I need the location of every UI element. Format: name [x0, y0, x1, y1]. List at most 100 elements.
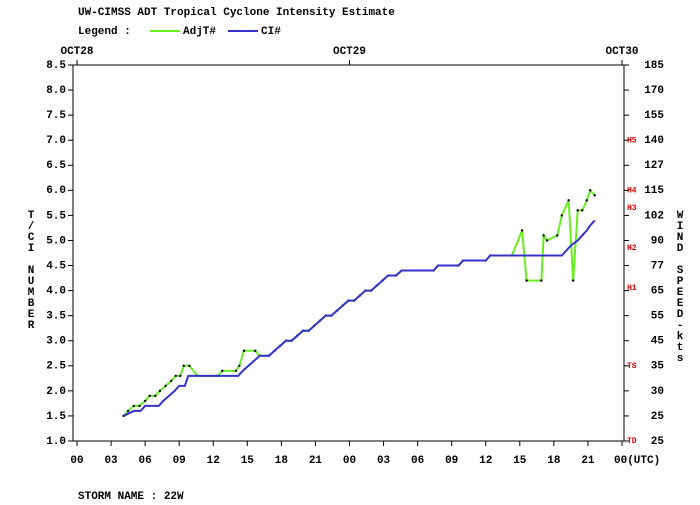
data-point	[234, 369, 238, 373]
x-tick-label: 03	[104, 455, 118, 467]
y-tick-label: 2.0	[46, 386, 66, 398]
data-point	[138, 404, 141, 408]
data-point	[164, 384, 167, 388]
data-point	[540, 279, 543, 282]
intensity-marker: H5	[627, 136, 637, 145]
intensity-marker: H2	[627, 244, 637, 253]
y-tick-label: 4.5	[46, 260, 66, 272]
data-point	[525, 279, 528, 282]
x-tick-label: 18	[547, 455, 561, 467]
y2-tick-label: 102	[644, 210, 664, 222]
x-tick-label: 06	[411, 455, 424, 467]
x-tick-label: 00	[343, 455, 356, 467]
y2-tick-label: 115	[644, 185, 664, 197]
y-tick-label: 1.5	[46, 411, 66, 423]
y-tick-label: 2.5	[46, 361, 66, 373]
data-point	[585, 199, 589, 202]
y2-tick-label: 45	[651, 336, 665, 348]
x-tick-label: 15	[513, 455, 527, 467]
date-label: OCT30	[605, 46, 638, 58]
data-point	[148, 394, 151, 398]
y-tick-label: 6.5	[46, 160, 66, 172]
data-point	[170, 379, 173, 383]
data-point	[593, 194, 596, 197]
series-line	[123, 219, 596, 417]
y2-tick-label: 185	[644, 60, 664, 72]
y2-tick-label: 25	[651, 411, 665, 423]
y2-tick-label: 140	[644, 135, 664, 147]
y2-tick-label: 35	[651, 361, 665, 373]
data-point	[188, 364, 191, 367]
footer: STORM NAME : 22W	[78, 491, 184, 503]
data-point	[143, 399, 147, 403]
data-point	[126, 409, 130, 413]
plot-frame	[72, 64, 625, 442]
data-point	[238, 364, 241, 367]
legend-label: Legend :	[78, 26, 131, 38]
data-point	[576, 209, 579, 212]
data-point	[154, 394, 157, 398]
data-point	[179, 374, 182, 378]
y2-axis-label: WIND SPEED-kts	[674, 210, 686, 364]
y-tick-label: 5.0	[46, 235, 66, 247]
data-point	[542, 234, 545, 237]
y-tick-label: 7.0	[46, 135, 66, 147]
y-tick-label: 5.5	[46, 210, 66, 222]
data-point	[158, 389, 162, 393]
y2-tick-label: 25	[651, 436, 665, 448]
data-point	[182, 364, 185, 367]
x-tick-label: 09	[445, 455, 458, 467]
data-point	[242, 349, 246, 352]
data-point	[571, 279, 575, 282]
date-label: OCT29	[333, 46, 366, 58]
data-point	[174, 374, 177, 378]
x-tick-label: 18	[275, 455, 289, 467]
y2-tick-label: 65	[651, 286, 665, 298]
y2-tick-label: 170	[644, 85, 664, 97]
y-tick-label: 8.0	[46, 85, 66, 97]
data-point	[567, 199, 570, 202]
y-tick-label: 8.5	[46, 60, 66, 72]
series-line	[122, 188, 596, 417]
y2-tick-label: 55	[651, 311, 665, 323]
x-tick-label: 21	[309, 455, 323, 467]
data-point	[589, 189, 592, 192]
x-tick-label: 06	[139, 455, 152, 467]
intensity-marker: H4	[627, 186, 637, 195]
y2-tick-label: 127	[644, 160, 664, 172]
x-tick-label: 12	[207, 455, 220, 467]
y-tick-label: 7.5	[46, 110, 66, 122]
y-tick-label: 6.0	[46, 185, 66, 197]
intensity-marker: H1	[627, 284, 637, 293]
x-tick-label: 09	[173, 455, 186, 467]
x-tick-label: 12	[479, 455, 492, 467]
data-point	[560, 214, 564, 217]
x-tick-label: 03	[377, 455, 391, 467]
y-tick-label: 3.0	[46, 336, 66, 348]
data-point	[221, 369, 224, 373]
y2-tick-label: 77	[651, 260, 664, 272]
date-label: OCT28	[60, 46, 93, 58]
legend-entry: CI#	[261, 26, 281, 38]
x-tick-label: 00(UTC)	[614, 455, 660, 467]
y-tick-label: 1.0	[46, 436, 66, 448]
data-point	[520, 229, 524, 232]
data-point	[132, 404, 135, 408]
data-point	[254, 349, 257, 352]
intensity-marker: TS	[627, 362, 637, 371]
y-axis-label: T/CI NUMBER	[25, 210, 37, 331]
x-tick-label: 21	[581, 455, 595, 467]
intensity-marker: H3	[627, 204, 637, 213]
data-point	[581, 209, 584, 212]
y2-tick-label: 90	[651, 235, 664, 247]
y2-tick-label: 155	[644, 110, 664, 122]
y2-tick-label: 30	[651, 386, 664, 398]
y-tick-label: 4.0	[46, 286, 66, 298]
data-point	[556, 234, 559, 237]
data-point	[545, 239, 549, 242]
y-tick-label: 3.5	[46, 311, 66, 323]
legend-entry: AdjT#	[183, 26, 216, 38]
x-tick-label: 00	[70, 455, 83, 467]
chart-title: UW-CIMSS ADT Tropical Cyclone Intensity …	[78, 7, 395, 19]
